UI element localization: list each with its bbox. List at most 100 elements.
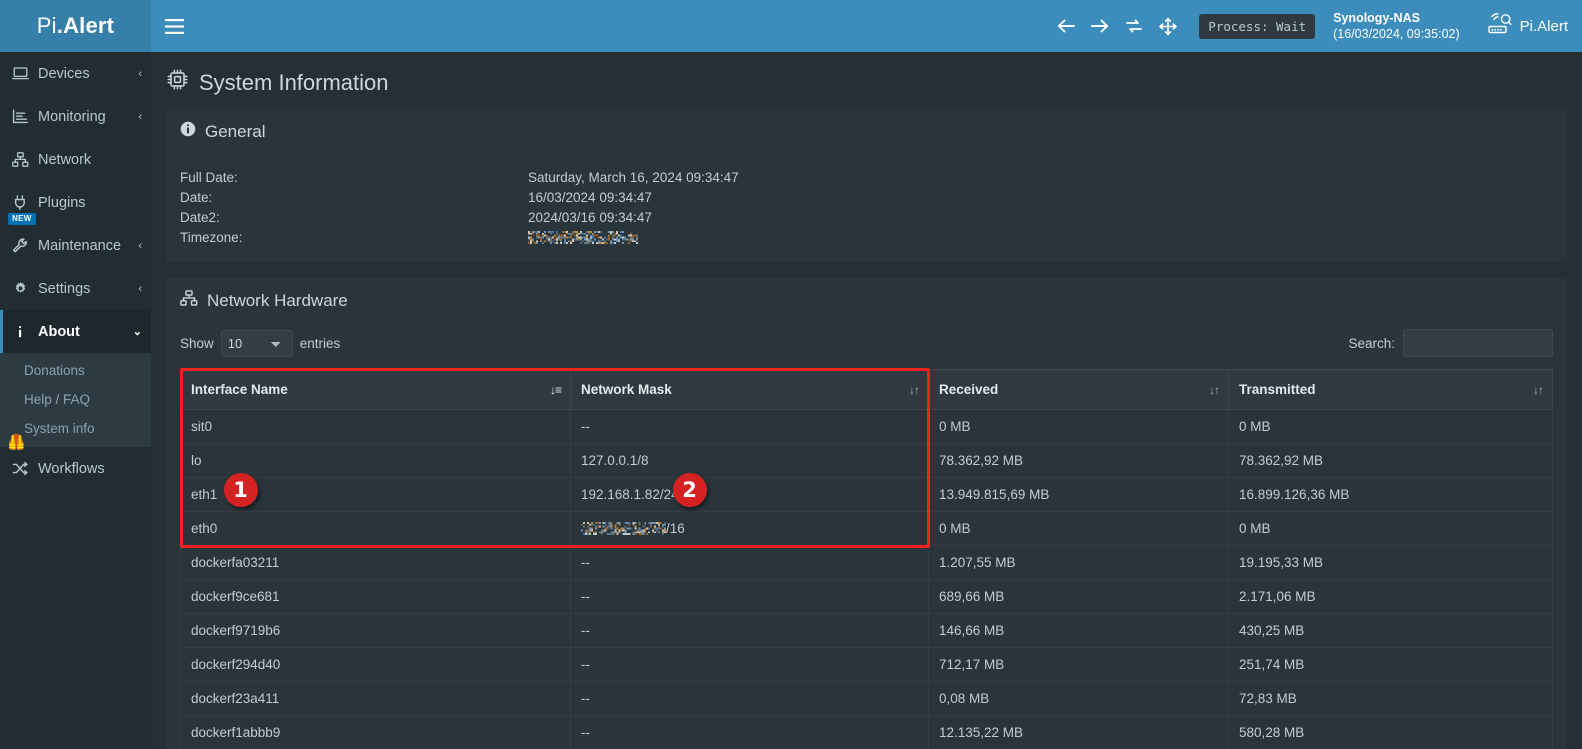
table-row[interactable]: dockerf23a411 -- 0,08 MB 72,83 MB <box>180 681 1553 716</box>
navbar: Process: Wait Synology-NAS (16/03/2024, … <box>151 0 1582 52</box>
general-label: Timezone: <box>180 230 243 245</box>
show-label: Show <box>180 335 214 351</box>
process-status-badge[interactable]: Process: Wait <box>1199 13 1316 39</box>
sidebar-item-monitoring[interactable]: Monitoring ‹ <box>0 95 151 138</box>
cell-mask: 127.0.0.1/8 <box>570 443 929 478</box>
sidebar-label: Plugins <box>38 194 86 211</box>
column-label: Network Mask <box>581 382 672 397</box>
sidebar-item-workflows[interactable]: 🦺 Workflows <box>0 435 151 490</box>
app-logo[interactable]: Pi .Alert <box>0 0 151 52</box>
sidebar-item-system-info[interactable]: System info <box>0 414 151 443</box>
cell-mask: -- <box>570 613 929 648</box>
sidebar-item-network[interactable]: Network <box>0 138 151 181</box>
logo-text-light: Pi <box>36 13 57 38</box>
sidebar: Devices ‹ Monitoring ‹ Network Plugins N… <box>0 52 151 749</box>
cell-interface: dockerf1abbb9 <box>180 715 571 749</box>
network-hardware-table: Interface Name ↓≡ Network Mask ↓↑ Receiv… <box>180 369 1553 749</box>
column-label: Interface Name <box>191 382 288 397</box>
network-hardware-table-wrapper: Interface Name ↓≡ Network Mask ↓↑ Receiv… <box>180 367 1553 749</box>
brand-right[interactable]: Pi.Alert <box>1486 13 1568 39</box>
table-row[interactable]: dockerf1abbb9 -- 12.135,22 MB 580,28 MB <box>180 715 1553 749</box>
table-row[interactable]: dockerf9719b6 -- 146,66 MB 430,25 MB <box>180 613 1553 648</box>
sidebar-item-settings[interactable]: Settings ‹ <box>0 267 151 310</box>
cell-mask: -- <box>570 579 929 614</box>
sort-both-icon: ↓↑ <box>1533 382 1544 397</box>
cell-received: 712,17 MB <box>928 647 1229 682</box>
cell-interface: lo <box>180 443 571 478</box>
entries-per-page-select[interactable]: 10 25 50 100 <box>220 329 293 357</box>
move-arrows-icon[interactable] <box>1151 0 1185 52</box>
general-box-body: Full Date: Saturday, March 16, 2024 09:3… <box>166 148 1567 262</box>
arrow-right-icon[interactable] <box>1083 0 1117 52</box>
sidebar-item-help-faq[interactable]: Help / FAQ <box>0 385 151 414</box>
hamburger-icon[interactable] <box>151 0 197 52</box>
sidebar-submenu-about: Donations Help / FAQ System info <box>0 353 151 447</box>
datatable-length-control: Show 10 25 50 100 entries <box>180 329 341 357</box>
cell-transmitted: 430,25 MB <box>1228 613 1553 648</box>
table-row[interactable]: dockerfa03211 -- 1.207,55 MB 19.195,33 MB <box>180 545 1553 580</box>
gear-icon <box>12 281 38 296</box>
table-row[interactable]: eth1 192.168.1.82/24 13.949.815,69 MB 16.89… <box>180 477 1553 512</box>
sidebar-item-maintenance[interactable]: NEW Maintenance ‹ <box>0 213 151 267</box>
sidebar-label: Devices <box>38 65 90 82</box>
laptop-icon <box>12 66 38 81</box>
cell-transmitted: 16.899.126,36 MB <box>1228 477 1553 512</box>
search-input[interactable] <box>1403 329 1553 357</box>
cell-interface: dockerf23a411 <box>180 681 571 716</box>
sitemap-icon <box>12 152 38 167</box>
column-header-interface-name[interactable]: Interface Name ↓≡ <box>180 369 571 410</box>
general-value-redacted <box>528 228 638 248</box>
sidebar-item-donations[interactable]: Donations <box>0 356 151 385</box>
general-row: Timezone: <box>180 228 1553 248</box>
table-row[interactable]: sit0 -- 0 MB 0 MB <box>180 409 1553 444</box>
cell-mask: /16 <box>570 511 929 546</box>
sidebar-item-about[interactable]: About ⌄ <box>0 310 151 353</box>
table-row[interactable]: lo 127.0.0.1/8 78.362,92 MB 78.362,92 MB <box>180 443 1553 478</box>
table-row[interactable]: eth0/16 0 MB 0 MB <box>180 511 1553 546</box>
general-value: 2024/03/16 09:34:47 <box>528 210 652 225</box>
redacted-timezone-block <box>528 231 638 244</box>
cell-mask: 192.168.1.82/24 <box>570 477 929 512</box>
general-value: 16/03/2024 09:34:47 <box>528 190 652 205</box>
logo-text-bold: .Alert <box>56 13 115 38</box>
cell-received: 146,66 MB <box>928 613 1229 648</box>
column-label: Transmitted <box>1239 382 1316 397</box>
table-row[interactable]: dockerf294d40 -- 712,17 MB 251,74 MB <box>180 647 1553 682</box>
cell-mask-suffix: /16 <box>666 521 685 536</box>
network-hardware-box-body: Show 10 25 50 100 entries Search: <box>166 317 1567 749</box>
arrow-left-icon[interactable] <box>1049 0 1083 52</box>
host-info[interactable]: Synology-NAS (16/03/2024, 09:35:02) <box>1333 10 1460 43</box>
page-title-text: System Information <box>199 69 389 95</box>
sort-both-icon: ↓↑ <box>909 382 920 397</box>
redacted-mask-block <box>581 522 666 535</box>
column-header-received[interactable]: Received ↓↑ <box>928 369 1229 410</box>
sidebar-label: Network <box>38 151 92 168</box>
sidebar-item-plugins[interactable]: Plugins <box>0 181 151 224</box>
general-row: Full Date: Saturday, March 16, 2024 09:3… <box>180 168 1553 188</box>
annotation-marker-1: 1 <box>223 472 258 507</box>
shuffle-icon <box>12 461 38 476</box>
wrench-icon <box>12 238 38 253</box>
table-row[interactable]: dockerf9ce681 -- 689,66 MB 2.171,06 MB <box>180 579 1553 614</box>
cell-interface: sit0 <box>180 409 571 444</box>
datatable-search-control: Search: <box>1348 329 1553 357</box>
cpu-chip-icon <box>166 68 189 97</box>
general-label: Date2: <box>180 210 220 225</box>
cell-interface: dockerf9ce681 <box>180 579 571 614</box>
entries-label: entries <box>299 335 341 351</box>
general-label: Full Date: <box>180 170 238 185</box>
network-hardware-box-title: Network Hardware <box>207 290 348 310</box>
cell-interface: dockerf294d40 <box>180 647 571 682</box>
top-header-bar: Pi .Alert Process: Wait <box>0 0 1582 52</box>
refresh-icon[interactable] <box>1117 0 1151 52</box>
sidebar-item-devices[interactable]: Devices ‹ <box>0 52 151 95</box>
safety-vest-badge-icon: 🦺 <box>7 434 26 451</box>
search-label: Search: <box>1348 335 1395 351</box>
cell-received: 0 MB <box>928 409 1229 444</box>
column-header-network-mask[interactable]: Network Mask ↓↑ <box>570 369 929 410</box>
cell-mask: -- <box>570 545 929 580</box>
new-badge: NEW <box>8 213 36 225</box>
info-icon <box>12 324 38 339</box>
general-row: Date2: 2024/03/16 09:34:47 <box>180 208 1553 228</box>
column-header-transmitted[interactable]: Transmitted ↓↑ <box>1228 369 1553 410</box>
